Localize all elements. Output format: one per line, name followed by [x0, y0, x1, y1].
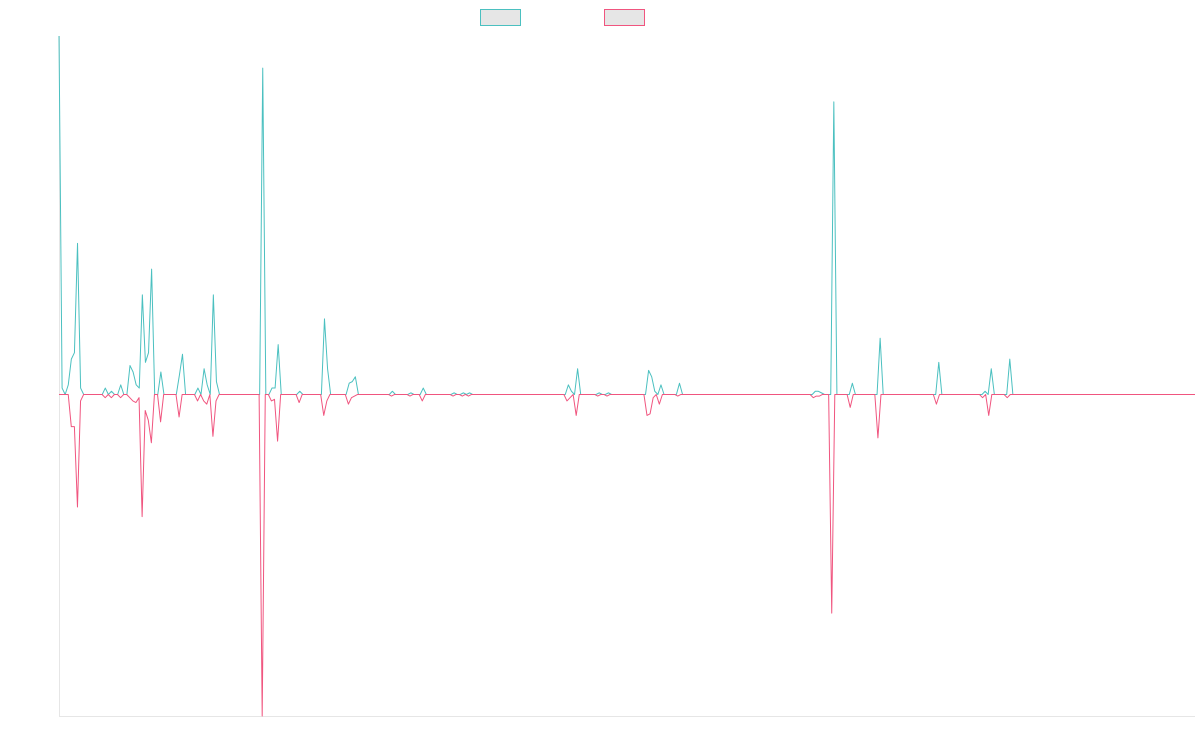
- legend-swatch-series-2[interactable]: [604, 9, 645, 26]
- series-line-1: [58, 35, 1195, 395]
- legend[interactable]: [480, 9, 645, 26]
- series-line-2: [59, 393, 1195, 717]
- plot-area: [58, 35, 1195, 717]
- legend-swatch-series-1[interactable]: [480, 9, 521, 26]
